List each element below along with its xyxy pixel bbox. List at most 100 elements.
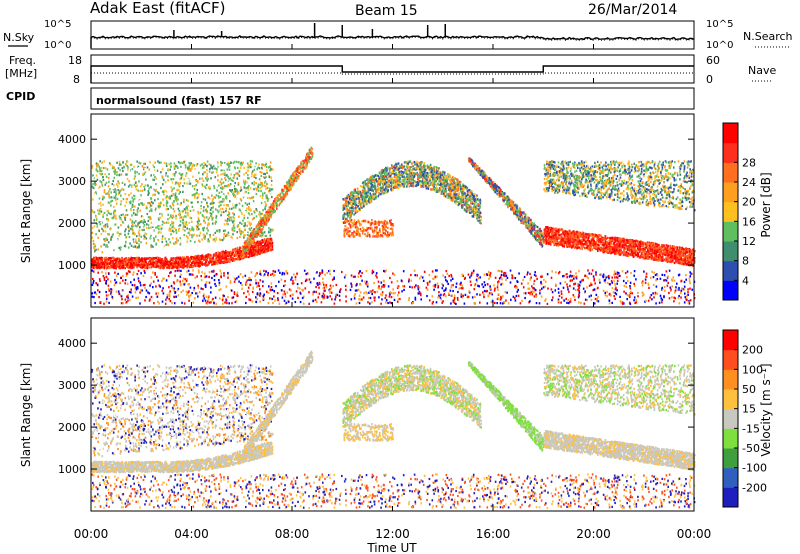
range-cell — [174, 192, 177, 195]
range-cell — [159, 205, 161, 208]
range-cell — [194, 195, 196, 198]
range-cell — [171, 229, 174, 232]
range-cell — [203, 162, 205, 165]
range-cell — [165, 197, 167, 200]
range-cell — [238, 228, 241, 231]
range-cell — [97, 164, 99, 167]
range-cell — [225, 198, 227, 201]
range-cell — [181, 161, 183, 164]
range-cell — [264, 205, 267, 208]
range-cell — [179, 257, 182, 261]
range-cell — [104, 239, 106, 243]
range-cell — [228, 219, 231, 222]
range-cell — [120, 172, 122, 175]
range-cell — [166, 200, 168, 203]
range-cell — [215, 171, 218, 174]
range-cell — [286, 187, 288, 190]
range-cell — [287, 179, 290, 182]
range-cell — [170, 206, 172, 209]
range-cell — [249, 248, 251, 251]
range-cell — [197, 256, 199, 259]
range-cell — [283, 185, 286, 188]
range-cell — [195, 191, 198, 194]
range-cell — [97, 259, 100, 262]
range-cell — [177, 229, 180, 232]
range-cell — [273, 211, 276, 214]
range-cell — [128, 229, 130, 232]
range-cell — [217, 179, 219, 182]
range-cell — [145, 178, 147, 181]
range-cell — [108, 162, 111, 165]
range-cell — [91, 265, 93, 268]
range-cell — [246, 203, 249, 206]
range-cell — [306, 164, 308, 167]
range-cell — [169, 197, 171, 200]
range-cell — [227, 223, 229, 226]
range-cell — [412, 185, 414, 188]
range-cell — [179, 260, 181, 263]
range-cell — [222, 198, 224, 201]
range-cell — [215, 238, 218, 241]
range-cell — [116, 239, 118, 242]
range-cell — [245, 255, 247, 258]
range-cell — [212, 164, 215, 167]
range-cell — [149, 161, 151, 164]
range-cell — [249, 224, 252, 227]
range-cell — [270, 211, 272, 214]
range-cell — [115, 259, 117, 262]
range-cell — [232, 212, 234, 215]
range-cell — [379, 189, 382, 192]
range-cell — [229, 200, 231, 203]
range-cell — [100, 173, 103, 176]
range-cell — [109, 188, 111, 191]
range-cell — [244, 180, 247, 183]
range-cell — [224, 257, 226, 260]
range-cell — [230, 189, 232, 192]
range-cell — [103, 225, 105, 228]
range-cell — [187, 237, 189, 240]
range-cell — [254, 249, 257, 252]
range-cell — [294, 176, 297, 180]
range-cell — [251, 182, 253, 185]
range-cell — [198, 264, 200, 267]
range-cell — [178, 184, 181, 187]
range-cell — [371, 197, 373, 200]
range-cell — [236, 203, 238, 206]
range-cell — [101, 227, 103, 230]
range-cell — [272, 211, 274, 214]
range-cell — [131, 228, 133, 231]
range-cell — [236, 172, 239, 175]
range-cell — [121, 172, 123, 175]
range-cell — [136, 160, 138, 163]
range-cell — [94, 245, 97, 248]
range-cell — [181, 266, 183, 269]
range-cell — [262, 225, 265, 228]
range-cell — [197, 201, 199, 204]
range-cell — [180, 202, 182, 205]
range-cell — [124, 260, 126, 263]
range-cell — [186, 182, 188, 185]
range-cell — [238, 208, 241, 211]
range-cell — [132, 258, 134, 261]
range-cell — [225, 195, 228, 198]
range-cell — [237, 220, 240, 223]
range-cell — [216, 189, 218, 192]
range-cell — [186, 224, 188, 227]
range-cell — [158, 227, 160, 231]
range-cell — [172, 261, 174, 264]
range-cell — [269, 191, 272, 194]
range-cell — [136, 210, 139, 213]
range-cell — [174, 262, 176, 265]
range-cell — [256, 235, 258, 238]
range-cell — [135, 188, 138, 191]
range-cell — [196, 197, 199, 200]
range-cell — [201, 192, 203, 196]
range-cell — [208, 222, 210, 225]
range-cell — [276, 204, 278, 207]
range-cell — [130, 267, 133, 270]
range-cell — [254, 164, 256, 167]
range-cell — [124, 204, 126, 207]
range-cell — [212, 231, 214, 234]
range-cell — [161, 168, 164, 171]
range-cell — [232, 202, 235, 206]
